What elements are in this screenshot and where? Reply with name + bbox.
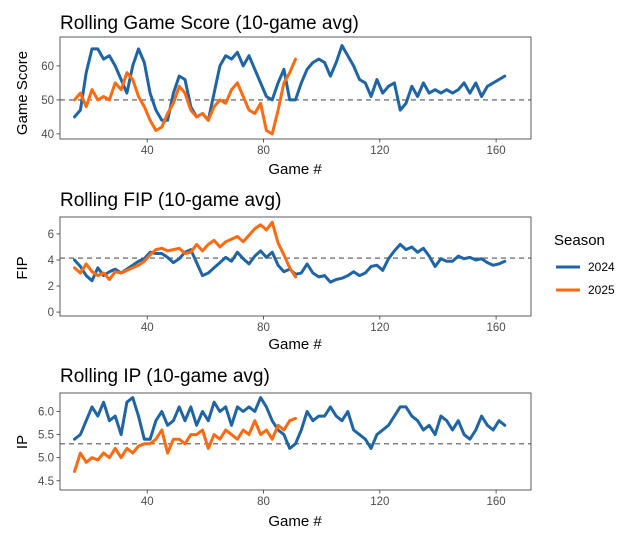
ip-xtick-label: 40 xyxy=(141,496,154,508)
game-score-ylabel: Game Score xyxy=(14,51,31,135)
fip-ylabel: FIP xyxy=(14,256,31,279)
fip-xtick-label: 40 xyxy=(141,322,154,334)
ip-series-2025-line xyxy=(73,416,297,473)
ip-xlabel: Game # xyxy=(268,513,322,530)
game-score-ytick-label: 50 xyxy=(41,95,54,107)
game-score-xtick-label: 160 xyxy=(487,145,506,157)
game-score-ytick-label: 40 xyxy=(41,129,54,141)
game-score-xlabel: Game # xyxy=(268,161,322,178)
legend-label-2025: 2025 xyxy=(588,283,615,297)
fip-plot: 40 80 120 160 0 2 4 6 xyxy=(48,216,532,334)
fip-panel: Rolling FIP (10-game avg) FIP Game # 40 8… xyxy=(14,190,532,353)
fip-ytick-label: 6 xyxy=(48,229,54,241)
fip-title: Rolling FIP (10-game avg) xyxy=(60,190,281,211)
game-score-xtick-label: 80 xyxy=(257,145,270,157)
game-score-xtick-label: 120 xyxy=(370,145,389,157)
ip-ylabel: IP xyxy=(14,435,31,449)
legend: Season 2024 2025 xyxy=(554,232,615,297)
fip-xtick-label: 120 xyxy=(370,322,389,334)
game-score-plot: 40 80 120 160 40 50 60 xyxy=(41,36,532,157)
fip-xlabel: Game # xyxy=(268,336,322,353)
fip-ytick-label: 0 xyxy=(48,307,54,319)
legend-title: Season xyxy=(554,232,605,249)
ip-ytick-label: 4.5 xyxy=(38,476,54,488)
fip-series-2025-line xyxy=(73,220,297,281)
fip-ytick-label: 2 xyxy=(48,281,54,293)
ip-plot: 40 80 120 160 4.5 5.0 5.5 6.0 xyxy=(38,392,532,508)
legend-label-2024: 2024 xyxy=(588,260,615,274)
ip-ytick-label: 5.0 xyxy=(38,453,54,465)
ip-title: Rolling IP (10-game avg) xyxy=(60,366,270,387)
ip-series-2024-line xyxy=(73,396,507,450)
ip-xtick-label: 80 xyxy=(257,496,270,508)
game-score-series-2025-line xyxy=(73,57,297,136)
ip-ytick-label: 6.0 xyxy=(38,406,54,418)
fip-xtick-label: 160 xyxy=(487,322,506,334)
game-score-title: Rolling Game Score (10-game avg) xyxy=(60,13,359,34)
ip-ytick-label: 5.5 xyxy=(38,430,54,442)
game-score-series-2024-line xyxy=(73,44,507,122)
fip-xtick-label: 80 xyxy=(257,322,270,334)
game-score-panel: Rolling Game Score (10-game avg) Game Sc… xyxy=(14,13,532,178)
ip-xtick-label: 160 xyxy=(487,496,506,508)
game-score-ytick-label: 60 xyxy=(41,61,54,73)
ip-panel: Rolling IP (10-game avg) IP Game # 40 80 1… xyxy=(14,366,532,530)
fip-ytick-label: 4 xyxy=(48,255,55,267)
ip-xtick-label: 120 xyxy=(370,496,389,508)
game-score-plot-frame xyxy=(59,36,532,140)
game-score-xtick-label: 40 xyxy=(141,145,154,157)
